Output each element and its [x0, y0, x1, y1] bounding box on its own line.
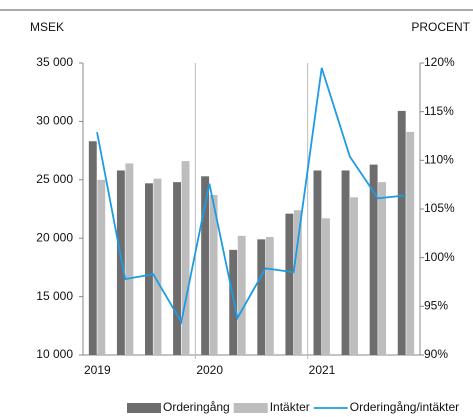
bar [265, 237, 274, 355]
y-tick-label: 30 000 [36, 114, 73, 128]
legend-swatch [233, 403, 268, 413]
bar [145, 183, 153, 355]
ratio-line [96, 67, 407, 325]
bar [181, 161, 190, 355]
legend-label: Intäkter [270, 400, 310, 414]
bar [201, 176, 210, 355]
y-tick-label: 20 000 [36, 230, 73, 244]
y2-tick-label: 120% [424, 55, 455, 69]
legend-label: Orderingång [163, 400, 230, 414]
bar [257, 239, 266, 355]
bar [125, 163, 134, 355]
bar [341, 170, 350, 355]
bar [293, 210, 302, 355]
legend-label: Orderingång/intäkter [350, 400, 459, 414]
bar [285, 213, 294, 355]
bar [369, 164, 378, 355]
bar [406, 131, 415, 355]
y-tick-label: 25 000 [36, 172, 73, 186]
y2-tick-label: 95% [424, 299, 448, 313]
legend-swatch [127, 403, 161, 413]
y2-axis-label: PROCENT [411, 20, 470, 34]
bar [153, 178, 162, 355]
bar [313, 170, 322, 355]
y2-tick-label: 90% [424, 347, 448, 361]
bar [229, 249, 238, 355]
y-tick-label: 10 000 [36, 347, 73, 361]
y2-tick-label: 105% [424, 201, 455, 215]
bar [116, 170, 125, 355]
bar [173, 182, 181, 355]
y2-tick-label: 110% [424, 153, 454, 167]
x-tick-label: 2021 [309, 363, 336, 377]
y-axis-label: MSEK [30, 20, 64, 34]
bar [97, 179, 106, 355]
bar [209, 194, 218, 355]
bar [378, 182, 387, 355]
bar [237, 235, 246, 355]
x-tick-label: 2020 [196, 363, 223, 377]
y-tick-label: 15 000 [36, 289, 73, 303]
y2-tick-label: 115% [424, 104, 454, 118]
bar [397, 110, 406, 355]
bar [88, 141, 97, 355]
x-tick-label: 2019 [84, 363, 111, 377]
bar [322, 218, 330, 355]
bar [350, 197, 358, 355]
y2-tick-label: 100% [424, 250, 455, 264]
y-tick-label: 35 000 [36, 55, 73, 69]
